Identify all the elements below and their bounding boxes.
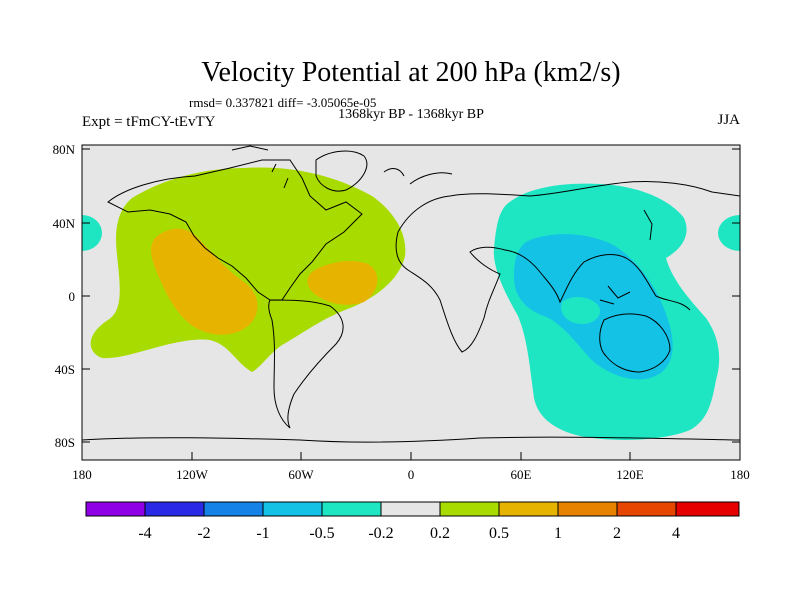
colorbar-swatch — [498, 501, 559, 517]
colorbar-swatch — [262, 501, 323, 517]
negative-edge-patch-east — [718, 215, 740, 251]
colorbar-swatch — [85, 501, 146, 517]
colorbar-label: -2 — [197, 525, 210, 542]
negative-core-gap — [561, 296, 601, 324]
colorbar-label: -0.5 — [309, 525, 334, 542]
lat-label: 80N — [53, 142, 76, 157]
lon-label: 120E — [616, 467, 644, 482]
figure-title: Velocity Potential at 200 hPa (km2/s) — [201, 57, 620, 88]
colorbar-label: 4 — [672, 525, 680, 542]
colorbar-label: 2 — [613, 525, 621, 542]
colorbar-label: -0.2 — [368, 525, 393, 542]
colorbar-swatch — [616, 501, 677, 517]
longitude-labels: 180 120W 60W 0 60E 120E 180 — [72, 467, 750, 482]
lat-label: 40N — [53, 216, 76, 231]
axis-ticks — [82, 148, 740, 460]
lon-label: 60E — [511, 467, 532, 482]
colorbar-swatch — [144, 501, 205, 517]
negative-edge-patch-west — [82, 215, 102, 251]
experiment-label: Expt = tFmCY-tEvTY — [82, 114, 216, 130]
colorbar-swatch — [557, 501, 618, 517]
coastlines — [82, 145, 740, 443]
colorbar-swatches — [85, 501, 740, 517]
colorbar-swatch — [439, 501, 500, 517]
stats-text: rmsd= 0.337821 diff= -3.05065e-05 — [189, 95, 376, 110]
colorbar-label: 1 — [554, 525, 562, 542]
colorbar-swatch — [675, 501, 740, 517]
lat-label: 80S — [55, 435, 75, 450]
lon-label: 60W — [288, 467, 314, 482]
lon-label: 180 — [72, 467, 92, 482]
lon-label: 0 — [408, 467, 415, 482]
colorbar-swatch — [203, 501, 264, 517]
colorbar-label: 0.2 — [430, 525, 450, 542]
colorbar-label: -1 — [256, 525, 269, 542]
colorbar-label: 0.5 — [489, 525, 509, 542]
colorbar-labels: -4 -2 -1 -0.5 -0.2 0.2 0.5 1 2 4 — [138, 525, 680, 542]
lat-label: 40S — [55, 362, 75, 377]
positive-contour-region — [90, 167, 406, 372]
colorbar: -4 -2 -1 -0.5 -0.2 0.2 0.5 1 2 4 — [85, 501, 740, 542]
positive-core-east — [307, 261, 378, 305]
colorbar-swatch — [380, 501, 441, 517]
season-label: JJA — [717, 112, 740, 128]
lon-label: 180 — [730, 467, 750, 482]
map-panel — [81, 144, 741, 461]
period-text: 1368kyr BP - 1368kyr BP — [338, 107, 484, 122]
positive-core-west — [151, 228, 258, 335]
lat-label: 0 — [69, 289, 76, 304]
colorbar-swatch — [321, 501, 382, 517]
latitude-labels: 80N 40N 0 40S 80S — [53, 142, 76, 450]
lon-label: 120W — [176, 467, 209, 482]
colorbar-label: -4 — [138, 525, 151, 542]
